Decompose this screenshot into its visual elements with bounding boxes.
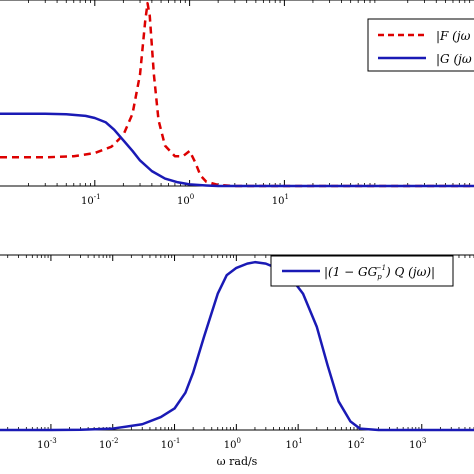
bottom-tick-label-base: 10 — [99, 440, 112, 451]
bottom-legend-part-1: |(1 − GG — [324, 265, 378, 279]
bottom-legend-part-sup: −1 — [376, 264, 386, 272]
bottom-axes: 10-3 10-2 10-1 100 101 102 103 |(1 − GGp−1) Q … — [0, 254, 474, 468]
top-legend-box — [367, 18, 474, 72]
top-tick-label-exponent: -1 — [94, 193, 101, 201]
top-tick-label-exponent: 1 — [285, 193, 289, 201]
top-axes: 10-1 100 101 |F (jω |G (jω — [0, 0, 474, 207]
bottom-tick-label-4: 101 — [286, 437, 303, 451]
bottom-tick-label-exponent: 0 — [236, 437, 240, 445]
bottom-tick-label-exponent: 1 — [298, 437, 302, 445]
top-tick-label-exponent: 0 — [190, 193, 194, 201]
bottom-tick-label-5: 102 — [347, 437, 364, 451]
bottom-legend: |(1 − GGp−1) Q (jω)| — [270, 255, 454, 287]
top-tick-label-base: 10 — [81, 196, 94, 207]
top-tick-label-base: 10 — [177, 196, 190, 207]
top-x-ticks: 10-1 100 101 — [28, 0, 471, 207]
x-axis-label: ω rad/s — [217, 455, 258, 468]
bottom-tick-label-exponent: -3 — [50, 437, 57, 445]
top-tick-label-base: 10 — [272, 196, 285, 207]
bottom-tick-label-base: 10 — [409, 440, 422, 451]
bottom-tick-label-base: 10 — [347, 440, 360, 451]
bottom-tick-label-exponent: -1 — [173, 437, 180, 445]
bottom-tick-label-3: 100 — [224, 437, 241, 451]
top-tick-label-0: 10-1 — [81, 193, 101, 207]
bottom-tick-label-exponent: 2 — [360, 437, 364, 445]
top-series-line-0 — [0, 1, 474, 188]
top-series-line-1 — [0, 112, 474, 188]
bottom-series-line-0 — [0, 260, 474, 432]
top-legend: |F (jω |G (jω — [367, 18, 474, 72]
bottom-legend-label: |(1 − GGp−1) Q (jω)| — [324, 264, 435, 281]
top-tick-label-1: 100 — [177, 193, 194, 207]
top-legend-label-f: |F (jω — [436, 29, 471, 43]
bottom-series-lines — [0, 260, 474, 432]
top-legend-label-g: |G (jω — [436, 52, 472, 66]
bottom-tick-label-0: 10-3 — [37, 437, 57, 451]
bottom-tick-label-exponent: 3 — [422, 437, 426, 445]
bottom-tick-label-base: 10 — [224, 440, 237, 451]
bottom-tick-label-exponent: -2 — [112, 437, 119, 445]
bottom-tick-label-base: 10 — [37, 440, 50, 451]
bottom-tick-label-base: 10 — [161, 440, 174, 451]
top-tick-label-2: 101 — [272, 193, 289, 207]
bottom-tick-label-2: 10-1 — [161, 437, 181, 451]
bottom-tick-label-base: 10 — [286, 440, 299, 451]
top-series-lines — [0, 1, 474, 188]
bottom-tick-label-1: 10-2 — [99, 437, 119, 451]
bottom-legend-part-2: ) Q (jω)| — [385, 265, 435, 279]
bottom-legend-part-sub: p — [377, 273, 382, 281]
bottom-tick-label-6: 103 — [409, 437, 426, 451]
